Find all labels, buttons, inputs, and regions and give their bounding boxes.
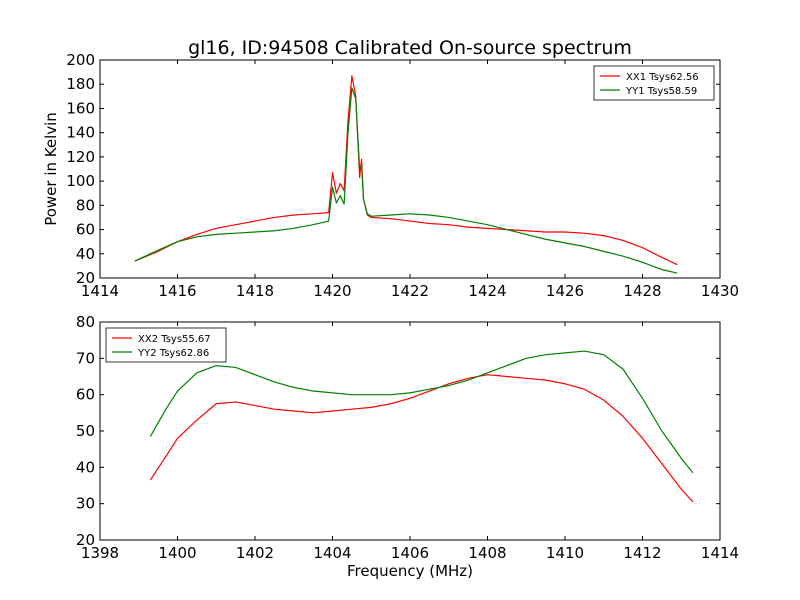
bottom-x-tick-label: 1410 [546,544,584,562]
y-axis-label: Power in Kelvin [42,112,60,226]
top-x-tick-label: 1414 [81,282,119,300]
bottom-x-tick-label: 1412 [623,544,661,562]
top-x-tick-label: 1428 [623,282,661,300]
bottom-x-tick-label: 1402 [236,544,274,562]
top-series-line-2 [134,87,678,274]
bottom-x-tick-label: 1400 [158,544,196,562]
bottom-y-tick-label: 30 [76,495,95,513]
bottom-x-tick-label: 1414 [701,544,739,562]
top-spectrum-panel: 1414 1416 1418 1420 1422 1424 1426 1428 1430 20 40… [66,51,739,300]
bottom-x-tick-label: 1408 [468,544,506,562]
top-y-tick-label: 40 [76,245,95,263]
top-x-tick-label: 1430 [701,282,739,300]
top-y-tick-label: 60 [76,221,95,239]
top-x-tick-label: 1424 [468,282,506,300]
bottom-y-tick-label: 80 [76,313,95,331]
bottom-y-tick-label: 70 [76,349,95,367]
bottom-legend-label-2: YY2 Tsys62.86 [137,348,209,359]
top-series-line-1 [134,75,678,266]
top-legend-label-2: YY1 Tsys58.59 [625,86,697,97]
top-x-tick-label: 1418 [236,282,274,300]
figure-title: gl16, ID:94508 Calibrated On-source spec… [188,37,632,59]
bottom-y-tick-label: 50 [76,422,95,440]
top-y-tick-label: 180 [66,75,95,93]
bottom-legend: XX2 Tsys55.67 YY2 Tsys62.86 [105,327,227,363]
top-y-tick-label: 140 [66,124,95,142]
bottom-legend-box [105,327,227,363]
top-y-tick-label: 80 [76,196,95,214]
top-y-tick-label: 120 [66,148,95,166]
bottom-x-tick-label: 1404 [313,544,351,562]
top-x-tick-label: 1422 [391,282,429,300]
x-axis-label: Frequency (MHz) [347,562,473,580]
bottom-x-tick-label: 1406 [391,544,429,562]
bottom-series-line-1 [149,374,694,503]
top-y-tick-label: 160 [66,99,95,117]
bottom-y-tick-label: 20 [76,531,95,549]
bottom-x-tick-label: 1398 [81,544,119,562]
bottom-series-line-2 [149,350,694,474]
top-x-tick-label: 1420 [313,282,351,300]
top-legend-box [593,65,715,101]
top-legend: XX1 Tsys62.56 YY1 Tsys58.59 [593,65,715,101]
bottom-spectrum-panel: 1398 1400 1402 1404 1406 1408 1410 1412 1414 20 30… [76,313,739,562]
bottom-legend-label-1: XX2 Tsys55.67 [138,334,211,345]
top-y-tick-label: 20 [76,269,95,287]
top-y-tick-label: 100 [66,172,95,190]
top-y-tick-label: 200 [66,51,95,69]
bottom-y-tick-label: 40 [76,458,95,476]
top-legend-label-1: XX1 Tsys62.56 [626,72,699,83]
bottom-y-tick-label: 60 [76,386,95,404]
top-x-tick-label: 1416 [158,282,196,300]
top-x-tick-label: 1426 [546,282,584,300]
